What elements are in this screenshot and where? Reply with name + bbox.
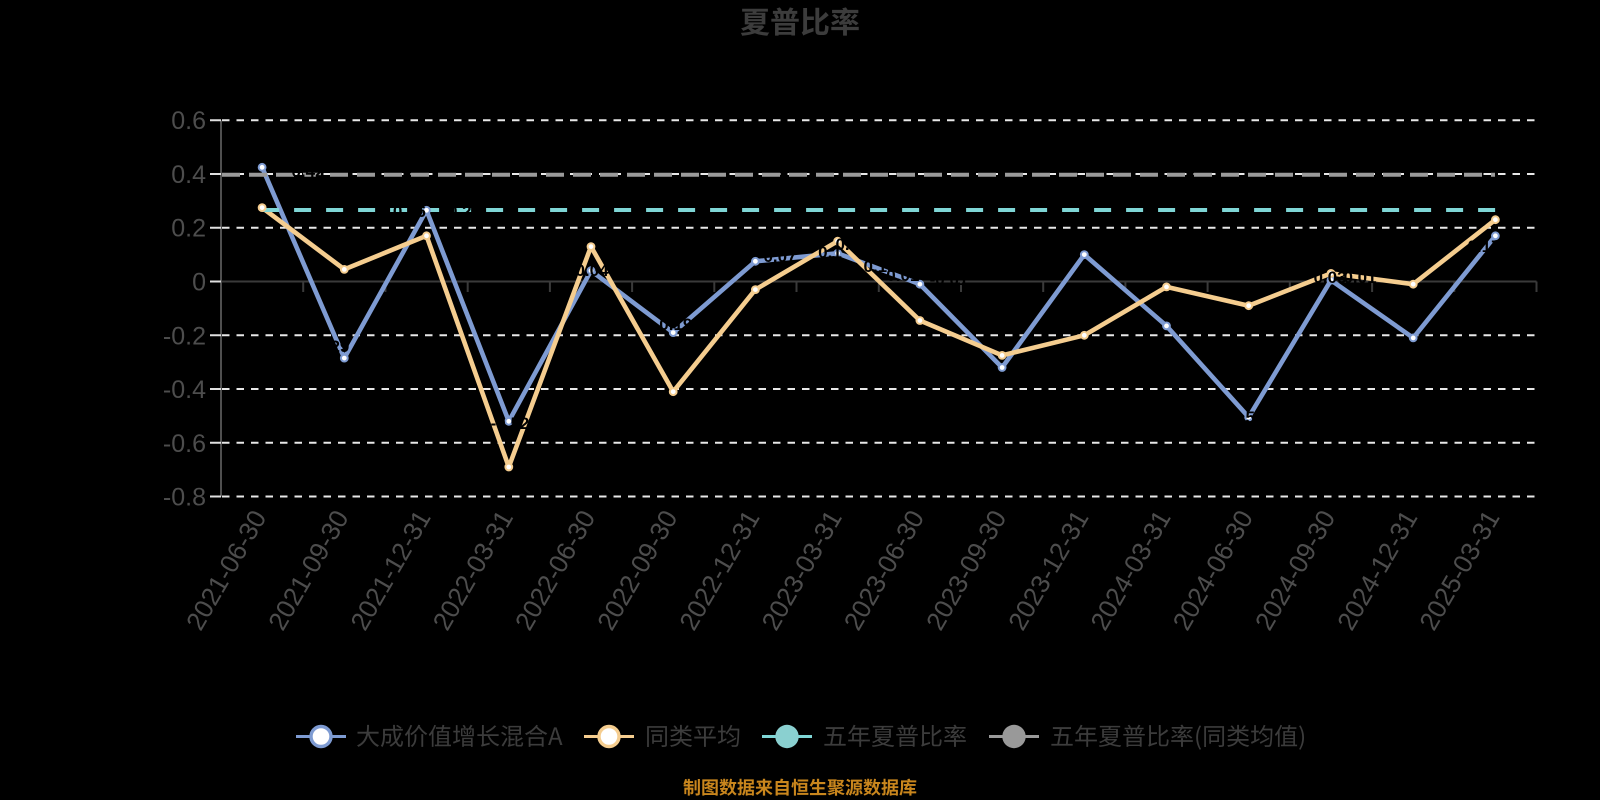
svg-text:0.15: 0.15 (863, 257, 896, 276)
svg-text:0.15: 0.15 (835, 235, 868, 254)
svg-text:0.6: 0.6 (171, 107, 206, 135)
svg-text:-0.01: -0.01 (930, 270, 969, 289)
svg-text:-0.29: -0.29 (311, 337, 350, 356)
svg-text:0.27: 0.27 (448, 202, 481, 221)
svg-text:-0.01: -0.01 (881, 266, 920, 285)
svg-text:0.26: 0.26 (393, 202, 426, 221)
svg-text:0.1: 0.1 (818, 243, 842, 262)
svg-text:0.04: 0.04 (575, 261, 609, 280)
svg-text:-0.4: -0.4 (163, 376, 206, 404)
svg-text:-0.8: -0.8 (163, 484, 206, 512)
svg-text:-0.52: -0.52 (491, 414, 530, 433)
svg-text:0.42: 0.42 (291, 162, 324, 181)
svg-text:0: 0 (192, 269, 206, 297)
svg-text:0.01: 0.01 (1343, 268, 1376, 287)
svg-text:-0.6: -0.6 (163, 430, 206, 458)
svg-text:0.17: 0.17 (1467, 237, 1500, 256)
svg-text:-0.2: -0.2 (163, 322, 206, 350)
svg-text:0.2: 0.2 (171, 215, 206, 243)
svg-text:-0.19: -0.19 (654, 315, 693, 334)
svg-text:-0.51: -0.51 (1226, 408, 1265, 427)
svg-text:0.07: 0.07 (763, 247, 796, 266)
svg-text:0.03: 0.03 (1313, 268, 1346, 287)
svg-text:0.4: 0.4 (171, 161, 206, 189)
svg-text:0.23: 0.23 (1453, 211, 1486, 230)
